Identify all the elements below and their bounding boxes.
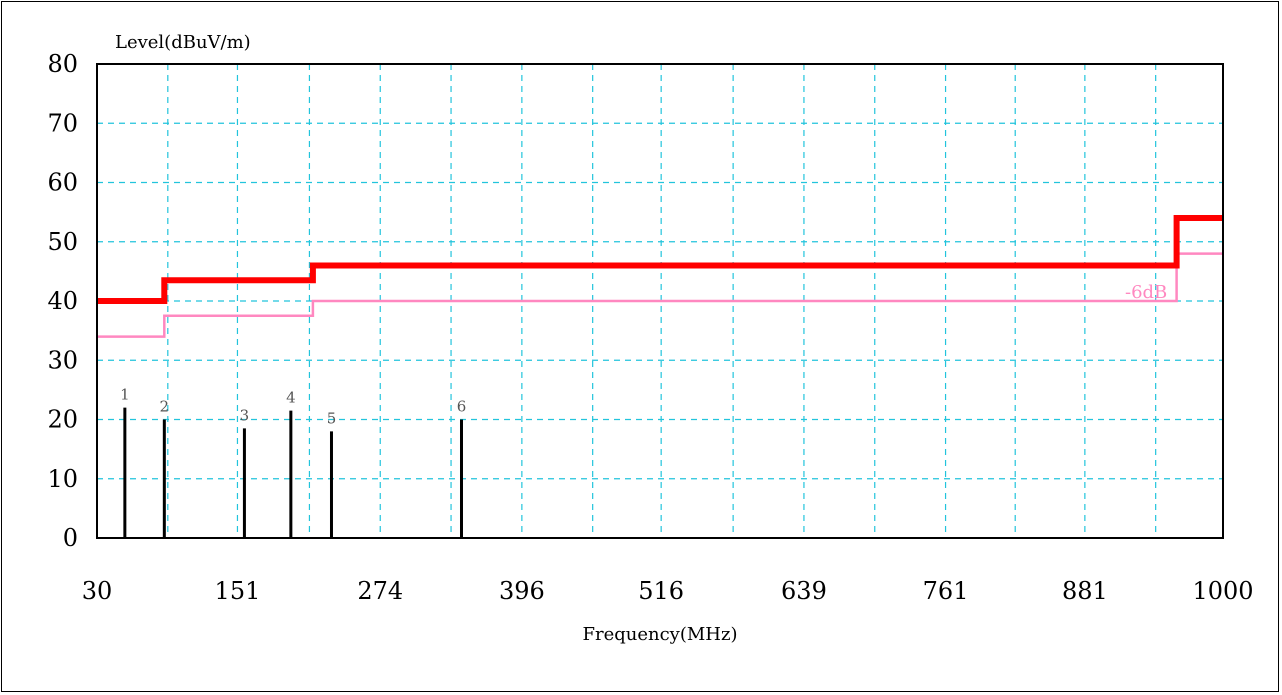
x-tick-label: 639 bbox=[781, 577, 827, 605]
x-tick-label: 151 bbox=[215, 577, 261, 605]
margin-line-label: -6dB bbox=[1125, 282, 1167, 303]
limit-line bbox=[97, 215, 1223, 304]
peak-label: 2 bbox=[160, 398, 170, 416]
x-tick-label: 1000 bbox=[1192, 577, 1253, 605]
y-tick-label: 50 bbox=[47, 228, 78, 256]
peak-label: 3 bbox=[240, 406, 250, 424]
x-tick-label: 274 bbox=[357, 577, 403, 605]
x-tick-label: 30 bbox=[82, 577, 113, 605]
plot-border bbox=[96, 63, 1224, 539]
x-tick-label: 881 bbox=[1062, 577, 1108, 605]
y-tick-label: 70 bbox=[47, 109, 78, 137]
peaks-layer: 1 2 3 4 5 6 bbox=[120, 386, 466, 538]
x-tick-label: 516 bbox=[638, 577, 684, 605]
y-tick-label: 40 bbox=[47, 287, 78, 315]
y-tick-label: 10 bbox=[47, 465, 78, 493]
lines-layer bbox=[97, 215, 1223, 338]
y-tick-label: 20 bbox=[47, 406, 78, 434]
peak-label: 1 bbox=[120, 386, 130, 404]
y-tick-label: 60 bbox=[47, 169, 78, 197]
x-tick-label: 761 bbox=[923, 577, 969, 605]
peak-label: 6 bbox=[457, 398, 467, 416]
peak-label: 5 bbox=[327, 409, 337, 427]
peak-label: 4 bbox=[286, 389, 296, 407]
y-axis-label: Level(dBuV/m) bbox=[115, 32, 251, 53]
x-tick-label: 396 bbox=[499, 577, 545, 605]
y-tick-label: 30 bbox=[47, 346, 78, 374]
y-tick-label: 80 bbox=[47, 50, 78, 78]
x-axis-label: Frequency(MHz) bbox=[582, 624, 737, 645]
y-tick-label: 0 bbox=[63, 524, 78, 552]
